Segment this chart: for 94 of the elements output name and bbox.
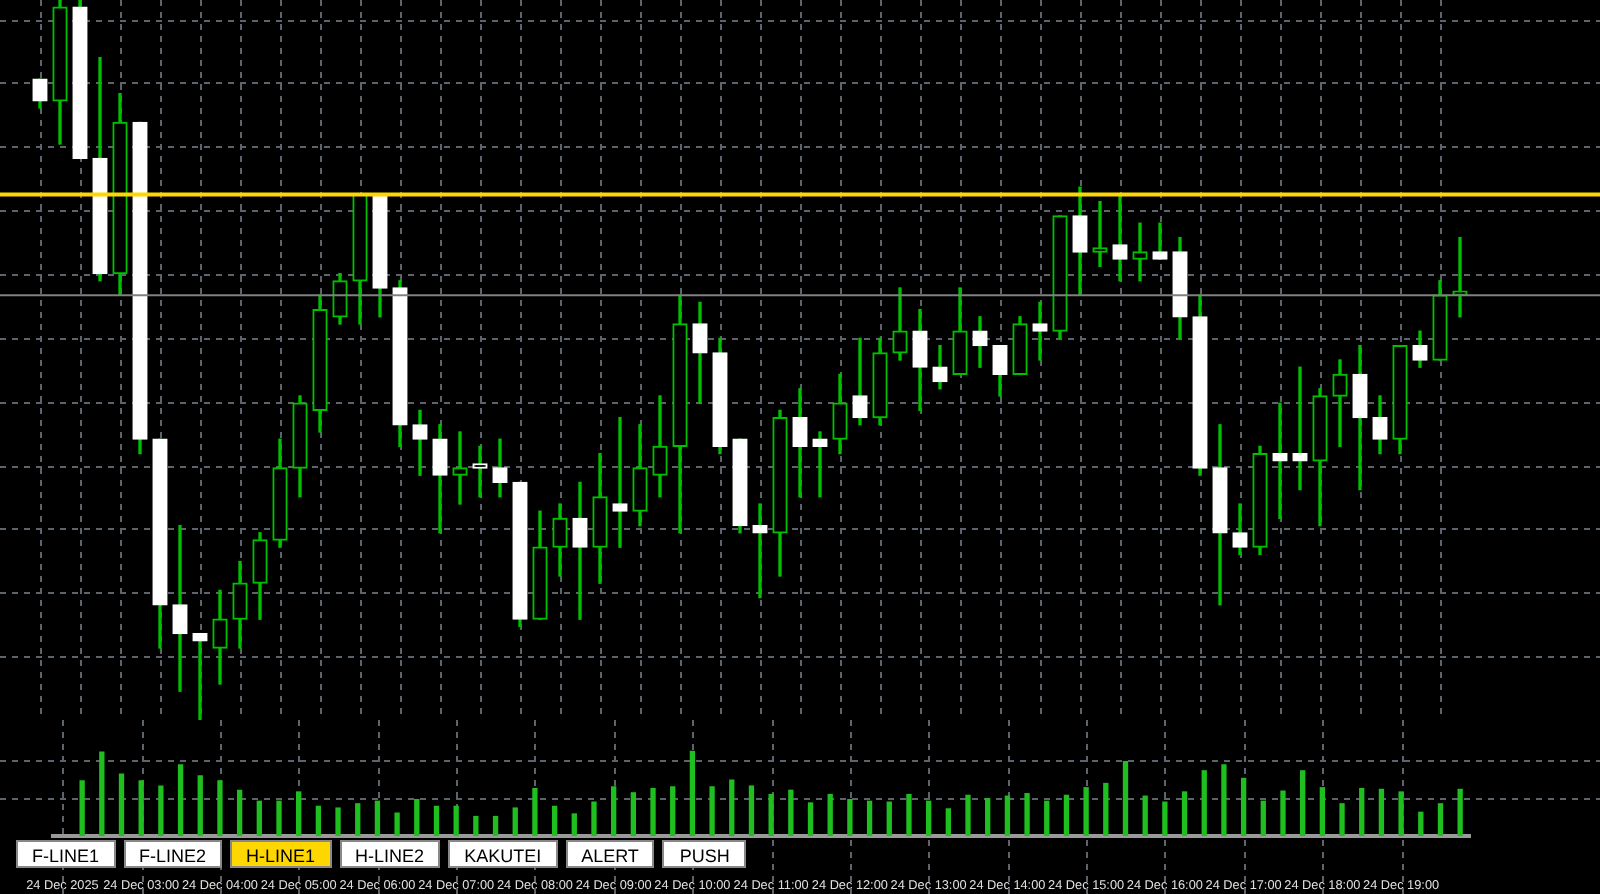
- bar: [827, 793, 833, 836]
- candlestick: [572, 481, 588, 620]
- bar: [630, 792, 636, 836]
- bar: [118, 773, 125, 836]
- bar: [473, 815, 479, 836]
- text: H-LINE2: [339, 840, 441, 868]
- bar: [414, 798, 420, 836]
- bar: [177, 764, 184, 836]
- bar: [1260, 800, 1266, 836]
- bar: [847, 798, 853, 836]
- bar: [1201, 770, 1207, 836]
- candlestick: [1092, 200, 1108, 268]
- bar: [925, 800, 932, 836]
- bar: [1142, 795, 1148, 836]
- bar: [1359, 787, 1365, 836]
- bar: [1300, 770, 1306, 836]
- bar: [1378, 788, 1385, 836]
- bar: [886, 801, 892, 836]
- text: PUSH: [662, 840, 747, 868]
- bar: [296, 791, 302, 836]
- bar: [99, 751, 105, 836]
- bar: [1319, 787, 1326, 836]
- bar: [236, 789, 243, 836]
- candlestick: [172, 524, 188, 692]
- bar: [788, 789, 794, 836]
- bar: [355, 803, 361, 836]
- bar: [1063, 794, 1070, 836]
- candlestick: [1152, 222, 1168, 260]
- text: KAKUTEI: [448, 840, 558, 868]
- bar: [1044, 800, 1050, 836]
- bar: [611, 786, 617, 836]
- candlestick: [452, 431, 468, 505]
- bar: [374, 800, 381, 836]
- bar: [197, 775, 203, 836]
- bar: [591, 801, 597, 836]
- bar: [1457, 788, 1463, 836]
- bar: [433, 805, 440, 836]
- bar: [709, 786, 715, 836]
- bar: [315, 805, 322, 836]
- candlestick: [1132, 222, 1148, 282]
- bar: [1162, 801, 1168, 836]
- bar: [1280, 790, 1286, 836]
- bar: [276, 800, 282, 836]
- bar: [945, 808, 951, 836]
- bar: [1418, 811, 1424, 836]
- bar: [985, 798, 991, 836]
- bar: [1181, 791, 1188, 836]
- bar: [729, 779, 735, 836]
- bar: [1240, 777, 1247, 836]
- candlestick: [812, 431, 828, 498]
- candlestick: [472, 445, 488, 498]
- bar: [394, 812, 400, 836]
- bar: [807, 802, 814, 836]
- candlestick: [1292, 366, 1308, 491]
- bar: [670, 786, 676, 836]
- bar: [1122, 760, 1129, 836]
- bar: [1339, 803, 1345, 836]
- bar: [532, 787, 538, 836]
- bar: [138, 780, 144, 836]
- bar: [906, 793, 912, 836]
- bar: [217, 780, 223, 836]
- text: H-LINE1: [230, 840, 332, 868]
- bar: [571, 813, 577, 836]
- bar: [1103, 782, 1109, 836]
- text: F-LINE2: [123, 840, 223, 868]
- bar: [79, 780, 85, 836]
- bar: [1004, 795, 1011, 836]
- bar: [689, 750, 696, 836]
- bar: [1083, 787, 1089, 836]
- bar: [256, 800, 262, 836]
- text: ALERT: [565, 840, 655, 868]
- candlestick: [1112, 193, 1128, 282]
- candlestick: [612, 416, 628, 548]
- candlestick: [192, 632, 208, 720]
- candlestick: [1032, 301, 1048, 361]
- bar: [1024, 793, 1030, 836]
- bar: [650, 787, 656, 836]
- text: F-LINE1: [16, 840, 116, 868]
- candlestick: [412, 409, 428, 476]
- bar: [1398, 791, 1404, 836]
- bar: [1221, 764, 1227, 836]
- bar: [453, 805, 459, 836]
- bar: [866, 800, 873, 836]
- bar: [1437, 803, 1444, 836]
- bar: [512, 807, 518, 836]
- candlestick: [752, 503, 768, 599]
- candlestick: [1272, 402, 1288, 520]
- bar: [965, 794, 971, 836]
- bar: [768, 793, 774, 836]
- bar: [492, 815, 499, 836]
- bar: [748, 785, 755, 836]
- bar: [335, 807, 341, 836]
- bar: [158, 785, 164, 836]
- bar: [551, 805, 558, 836]
